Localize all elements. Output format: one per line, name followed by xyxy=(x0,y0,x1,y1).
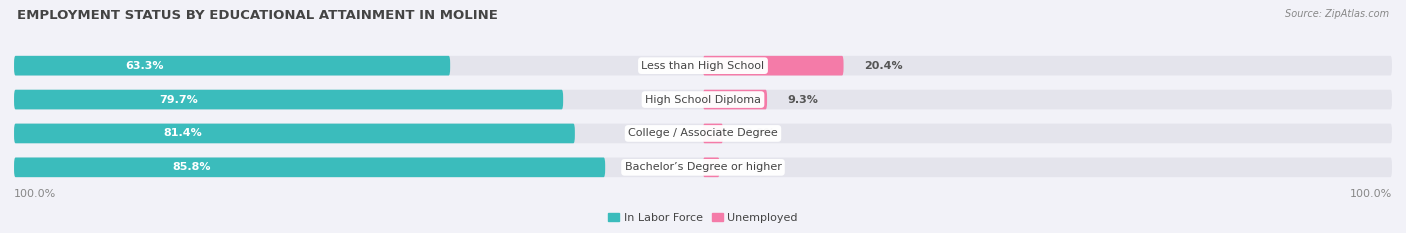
Text: Bachelor’s Degree or higher: Bachelor’s Degree or higher xyxy=(624,162,782,172)
Text: 100.0%: 100.0% xyxy=(14,189,56,199)
Legend: In Labor Force, Unemployed: In Labor Force, Unemployed xyxy=(609,213,797,223)
FancyBboxPatch shape xyxy=(14,56,450,75)
FancyBboxPatch shape xyxy=(14,124,1392,143)
Text: 63.3%: 63.3% xyxy=(125,61,165,71)
Text: High School Diploma: High School Diploma xyxy=(645,95,761,105)
FancyBboxPatch shape xyxy=(14,158,605,177)
Text: 85.8%: 85.8% xyxy=(172,162,211,172)
Text: EMPLOYMENT STATUS BY EDUCATIONAL ATTAINMENT IN MOLINE: EMPLOYMENT STATUS BY EDUCATIONAL ATTAINM… xyxy=(17,9,498,22)
FancyBboxPatch shape xyxy=(703,90,768,109)
Text: Less than High School: Less than High School xyxy=(641,61,765,71)
FancyBboxPatch shape xyxy=(14,56,1392,75)
FancyBboxPatch shape xyxy=(703,158,720,177)
FancyBboxPatch shape xyxy=(703,56,844,75)
Text: Source: ZipAtlas.com: Source: ZipAtlas.com xyxy=(1285,9,1389,19)
Text: 100.0%: 100.0% xyxy=(1350,189,1392,199)
Text: 81.4%: 81.4% xyxy=(163,128,201,138)
Text: 9.3%: 9.3% xyxy=(787,95,818,105)
Text: 20.4%: 20.4% xyxy=(865,61,903,71)
FancyBboxPatch shape xyxy=(14,158,1392,177)
FancyBboxPatch shape xyxy=(14,124,575,143)
Text: 2.4%: 2.4% xyxy=(740,162,772,172)
Text: 79.7%: 79.7% xyxy=(159,95,198,105)
Text: College / Associate Degree: College / Associate Degree xyxy=(628,128,778,138)
FancyBboxPatch shape xyxy=(14,90,1392,109)
Text: 2.9%: 2.9% xyxy=(744,128,775,138)
FancyBboxPatch shape xyxy=(14,90,564,109)
FancyBboxPatch shape xyxy=(703,124,723,143)
